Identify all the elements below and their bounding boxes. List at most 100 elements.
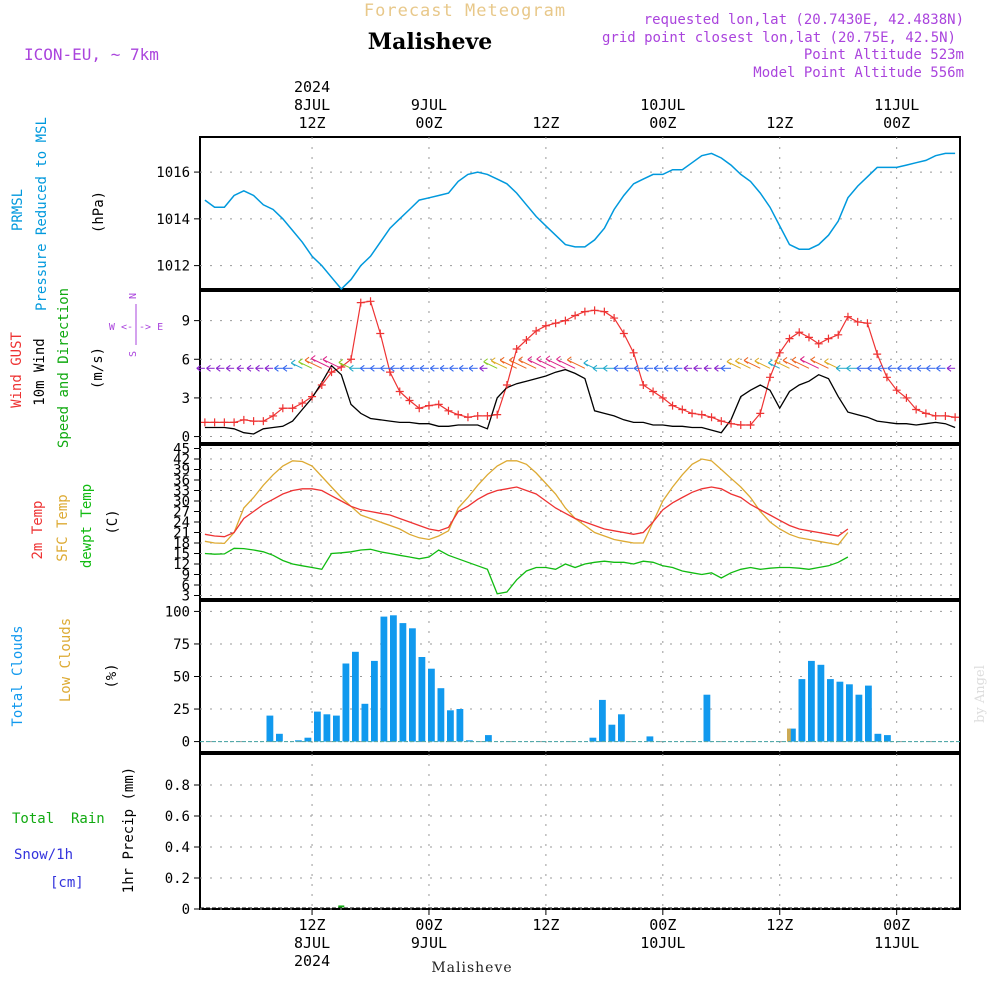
wind-arrowhead-77 xyxy=(946,364,952,372)
wind-arrowhead-64 xyxy=(810,356,816,364)
total-cloud-bar-16 xyxy=(352,651,359,742)
total-cloud-bar-68 xyxy=(846,684,853,742)
bottom-time-label-1-0: 00Z xyxy=(415,916,442,934)
gust-marker-34 xyxy=(532,326,541,335)
wind-arrowhead-36 xyxy=(536,355,542,363)
gust-marker-43 xyxy=(619,329,628,338)
gust-marker-61 xyxy=(795,328,804,337)
dew-label: dewpt Temp xyxy=(79,484,95,568)
gust-marker-36 xyxy=(551,319,560,328)
total-cloud-bar-69 xyxy=(855,694,863,742)
temp-ytick-label-3: 12 xyxy=(173,557,190,573)
precip-ytick-label-0: 0 xyxy=(182,902,190,918)
top-time-label-5-0: 11JUL xyxy=(874,96,919,114)
wind-arrowhead-24 xyxy=(430,364,435,372)
wind-arrowhead-74 xyxy=(916,364,922,372)
clouds-ytick-label-1: 25 xyxy=(173,702,190,718)
wind-arrowhead-10 xyxy=(290,359,296,367)
wind-arrowhead-65 xyxy=(824,358,829,366)
gust-marker-0 xyxy=(200,418,209,427)
gust-marker-53 xyxy=(717,417,726,426)
total-cloud-bar-44 xyxy=(618,714,625,742)
total-cloud-bar-66 xyxy=(827,679,834,742)
wind-ytick-label-3: 9 xyxy=(182,314,190,330)
gust-marker-67 xyxy=(853,317,862,326)
gust-marker-39 xyxy=(580,307,589,316)
total-cloud-bar-8 xyxy=(276,733,283,742)
wind-arrowhead-70 xyxy=(877,364,882,372)
gust-marker-24 xyxy=(434,400,443,409)
total-cloud-bar-25 xyxy=(437,688,445,742)
gust-marker-40 xyxy=(590,306,599,315)
wind-arrowhead-30 xyxy=(483,358,488,366)
gust-marker-73 xyxy=(912,405,921,414)
gust-marker-38 xyxy=(571,311,580,320)
gust-marker-10 xyxy=(298,399,307,408)
gust-marker-5 xyxy=(249,417,258,426)
wind-arrowhead-27 xyxy=(458,364,464,372)
wind-arrowhead-45 xyxy=(633,364,639,372)
wind-arrowhead-6 xyxy=(255,364,260,372)
gust-marker-77 xyxy=(951,413,960,422)
bottom-time-label-0-1: 8JUL xyxy=(294,934,330,952)
gust-marker-13 xyxy=(327,368,336,377)
t2m-line xyxy=(204,486,849,538)
total-cloud-bar-67 xyxy=(836,681,844,742)
wind-arrow-36 xyxy=(536,358,556,369)
gust-marker-49 xyxy=(678,405,687,414)
gust-marker-16 xyxy=(356,298,365,307)
wind-arrowhead-53 xyxy=(714,364,719,372)
location-title: Malisheve xyxy=(368,29,492,55)
top-time-label-0-2: 12Z xyxy=(299,114,326,132)
total-cloud-bar-26 xyxy=(447,710,454,742)
gust-marker-8 xyxy=(278,404,287,413)
gust-marker-22 xyxy=(415,404,424,413)
pressure-ytick-label-2: 1016 xyxy=(156,165,190,181)
temp-ytick-label-12: 39 xyxy=(173,463,190,479)
total-cloud-bar-15 xyxy=(342,663,350,742)
model-altitude: Model Point Altitude 556m xyxy=(753,65,964,81)
temp-ytick-label-13: 42 xyxy=(173,452,190,468)
gust-marker-33 xyxy=(522,335,531,344)
sfc-temp-line xyxy=(204,458,849,546)
wind-arrowhead-58 xyxy=(754,357,760,365)
wind-arrowhead-37 xyxy=(545,355,551,363)
total-cloud-bar-7 xyxy=(266,715,274,742)
total-cloud-bar-71 xyxy=(874,733,882,742)
wind-arrow-60 xyxy=(774,360,790,369)
compass-s: S xyxy=(128,351,139,357)
temp-ytick-label-14: 45 xyxy=(173,442,190,458)
gust-label: Wind GUST xyxy=(9,332,25,408)
top-time-label-0-0: 2024 xyxy=(294,78,330,96)
gust-marker-48 xyxy=(668,401,677,410)
gust-marker-68 xyxy=(863,319,872,328)
wind-arrowhead-68 xyxy=(856,364,862,372)
bottom-time-label-5-0: 00Z xyxy=(883,916,910,934)
gust-marker-57 xyxy=(756,409,765,418)
low-clouds-label: Low Clouds xyxy=(58,618,74,702)
total-cloud-bar-43 xyxy=(608,724,616,742)
wind-arrowhead-40 xyxy=(583,359,589,367)
gust-marker-51 xyxy=(697,410,706,419)
clouds-panel: 0 25 50 75 100 xyxy=(165,600,961,753)
wind-arrowhead-28 xyxy=(468,364,474,372)
precip-ytick-label-2: 0.4 xyxy=(165,840,190,856)
wind-arrowhead-48 xyxy=(663,364,669,372)
requested-coords: requested lon,lat (20.7430E, 42.4838N) xyxy=(644,12,964,28)
wind-arrowhead-71 xyxy=(887,364,892,372)
total-cloud-bar-72 xyxy=(884,735,891,742)
gust-marker-66 xyxy=(843,312,852,321)
total-cloud-bar-22 xyxy=(409,628,416,742)
gust-marker-25 xyxy=(444,406,453,415)
wind-arrow-34 xyxy=(518,359,537,369)
precip-unit: 1hr Precip (mm) xyxy=(121,767,137,893)
gust-marker-17 xyxy=(366,297,375,306)
wind-arrowhead-50 xyxy=(683,364,689,372)
gust-marker-37 xyxy=(561,316,570,325)
gust-marker-69 xyxy=(873,350,882,359)
temp-ytick-label-10: 33 xyxy=(173,484,190,500)
gust-marker-12 xyxy=(317,381,326,390)
wind-arrowhead-5 xyxy=(246,364,252,372)
clouds-unit: (%) xyxy=(104,663,120,688)
